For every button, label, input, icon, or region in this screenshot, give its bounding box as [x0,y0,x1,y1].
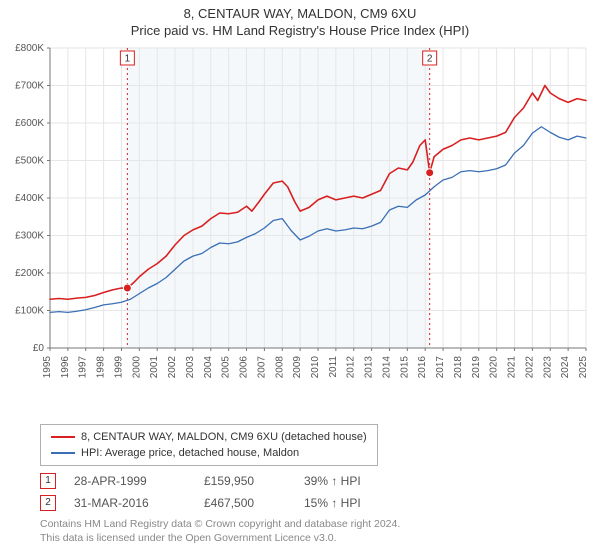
svg-text:£700K: £700K [15,81,44,92]
legend: 8, CENTAUR WAY, MALDON, CM9 6XU (detache… [40,424,378,466]
annotation-date: 31-MAR-2016 [74,496,204,510]
svg-text:2004: 2004 [203,356,214,379]
legend-swatch [51,436,75,438]
svg-text:2022: 2022 [524,356,535,379]
svg-text:1998: 1998 [96,356,107,379]
svg-text:2005: 2005 [221,356,232,379]
footer-attribution: Contains HM Land Registry data © Crown c… [40,518,400,545]
svg-text:2006: 2006 [239,356,250,379]
svg-text:2014: 2014 [381,356,392,379]
annotation-row: 2 31-MAR-2016£467,50015% ↑ HPI [40,492,424,514]
chart-area: £0 £100K £200K £300K £400K £500K £600K £700K £80… [0,44,600,416]
svg-text:2000: 2000 [131,356,142,379]
chart-title: 8, CENTAUR WAY, MALDON, CM9 6XU [0,6,600,21]
svg-text:1: 1 [125,54,131,65]
legend-label: HPI: Average price, detached house, Mald… [81,447,299,459]
svg-text:2019: 2019 [471,356,482,379]
annotation-pct: 39% ↑ HPI [304,474,424,488]
footer-line2: This data is licensed under the Open Gov… [40,532,400,546]
legend-label: 8, CENTAUR WAY, MALDON, CM9 6XU (detache… [81,431,367,443]
svg-text:2017: 2017 [435,356,446,379]
svg-text:2003: 2003 [185,356,196,379]
svg-text:£300K: £300K [15,231,44,242]
svg-text:£400K: £400K [15,193,44,204]
svg-text:2011: 2011 [328,356,339,378]
svg-text:2002: 2002 [167,356,178,379]
annotation-price: £159,950 [204,474,304,488]
svg-text:1996: 1996 [60,356,71,379]
svg-text:2020: 2020 [489,356,500,379]
svg-text:1995: 1995 [42,356,53,379]
legend-item: HPI: Average price, detached house, Mald… [51,445,367,461]
annotation-pct: 15% ↑ HPI [304,496,424,510]
svg-text:£800K: £800K [15,44,44,54]
annotation-marker: 1 [40,473,56,489]
svg-text:2013: 2013 [364,356,375,379]
svg-text:2: 2 [427,54,433,65]
svg-text:2016: 2016 [417,356,428,379]
svg-text:£500K: £500K [15,156,44,167]
svg-text:2018: 2018 [453,356,464,379]
price-chart: £0 £100K £200K £300K £400K £500K £600K £700K £80… [0,44,600,416]
annotation-date: 28-APR-1999 [74,474,204,488]
svg-text:2025: 2025 [578,356,589,379]
svg-text:£0: £0 [33,343,45,354]
legend-swatch [51,452,75,454]
annotation-marker: 2 [40,495,56,511]
svg-text:2012: 2012 [346,356,357,379]
svg-text:£100K: £100K [15,306,44,317]
svg-text:£200K: £200K [15,268,44,279]
svg-text:2010: 2010 [310,356,321,379]
svg-text:2008: 2008 [274,356,285,379]
svg-text:2009: 2009 [292,356,303,379]
legend-item: 8, CENTAUR WAY, MALDON, CM9 6XU (detache… [51,429,367,445]
svg-text:£600K: £600K [15,118,44,129]
annotation-row: 1 28-APR-1999£159,95039% ↑ HPI [40,470,424,492]
chart-subtitle: Price paid vs. HM Land Registry's House … [0,23,600,38]
chart-titles: 8, CENTAUR WAY, MALDON, CM9 6XU Price pa… [0,0,600,38]
svg-text:1997: 1997 [78,356,89,379]
svg-text:2007: 2007 [256,356,267,379]
svg-text:2023: 2023 [542,356,553,379]
svg-text:2024: 2024 [560,356,571,379]
svg-text:2021: 2021 [507,356,518,379]
footer-line1: Contains HM Land Registry data © Crown c… [40,518,400,532]
annotation-price: £467,500 [204,496,304,510]
annotation-table: 1 28-APR-1999£159,95039% ↑ HPI 2 31-MAR-201… [40,470,424,514]
svg-text:2001: 2001 [149,356,160,379]
svg-text:2015: 2015 [399,356,410,379]
svg-text:1999: 1999 [113,356,124,379]
